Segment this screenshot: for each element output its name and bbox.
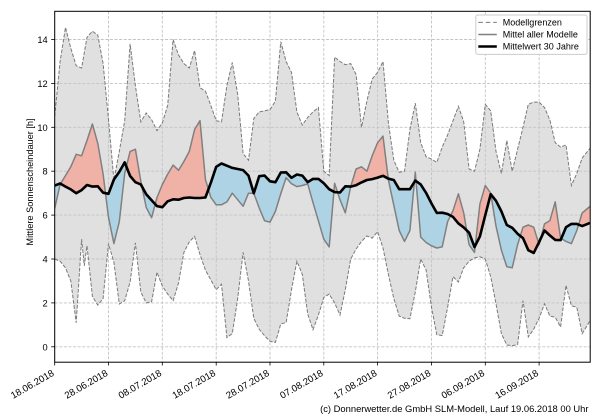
svg-text:Modellgrenzen: Modellgrenzen <box>503 18 562 28</box>
svg-text:Mittel aller Modelle: Mittel aller Modelle <box>503 30 578 40</box>
svg-text:(c) Donnerwetter.de GmbH SLM-M: (c) Donnerwetter.de GmbH SLM-Modell, Lau… <box>320 403 588 414</box>
svg-text:14: 14 <box>37 35 47 45</box>
svg-text:10: 10 <box>37 123 47 133</box>
svg-text:Mittelwert 30 Jahre: Mittelwert 30 Jahre <box>503 42 579 52</box>
svg-text:4: 4 <box>43 255 48 265</box>
svg-text:Mittlere Sonnenscheindauer [h]: Mittlere Sonnenscheindauer [h] <box>25 118 35 245</box>
svg-text:12: 12 <box>37 79 47 89</box>
svg-text:6: 6 <box>43 211 48 221</box>
svg-text:0: 0 <box>43 342 48 352</box>
svg-text:2: 2 <box>43 298 48 308</box>
svg-text:8: 8 <box>43 167 48 177</box>
